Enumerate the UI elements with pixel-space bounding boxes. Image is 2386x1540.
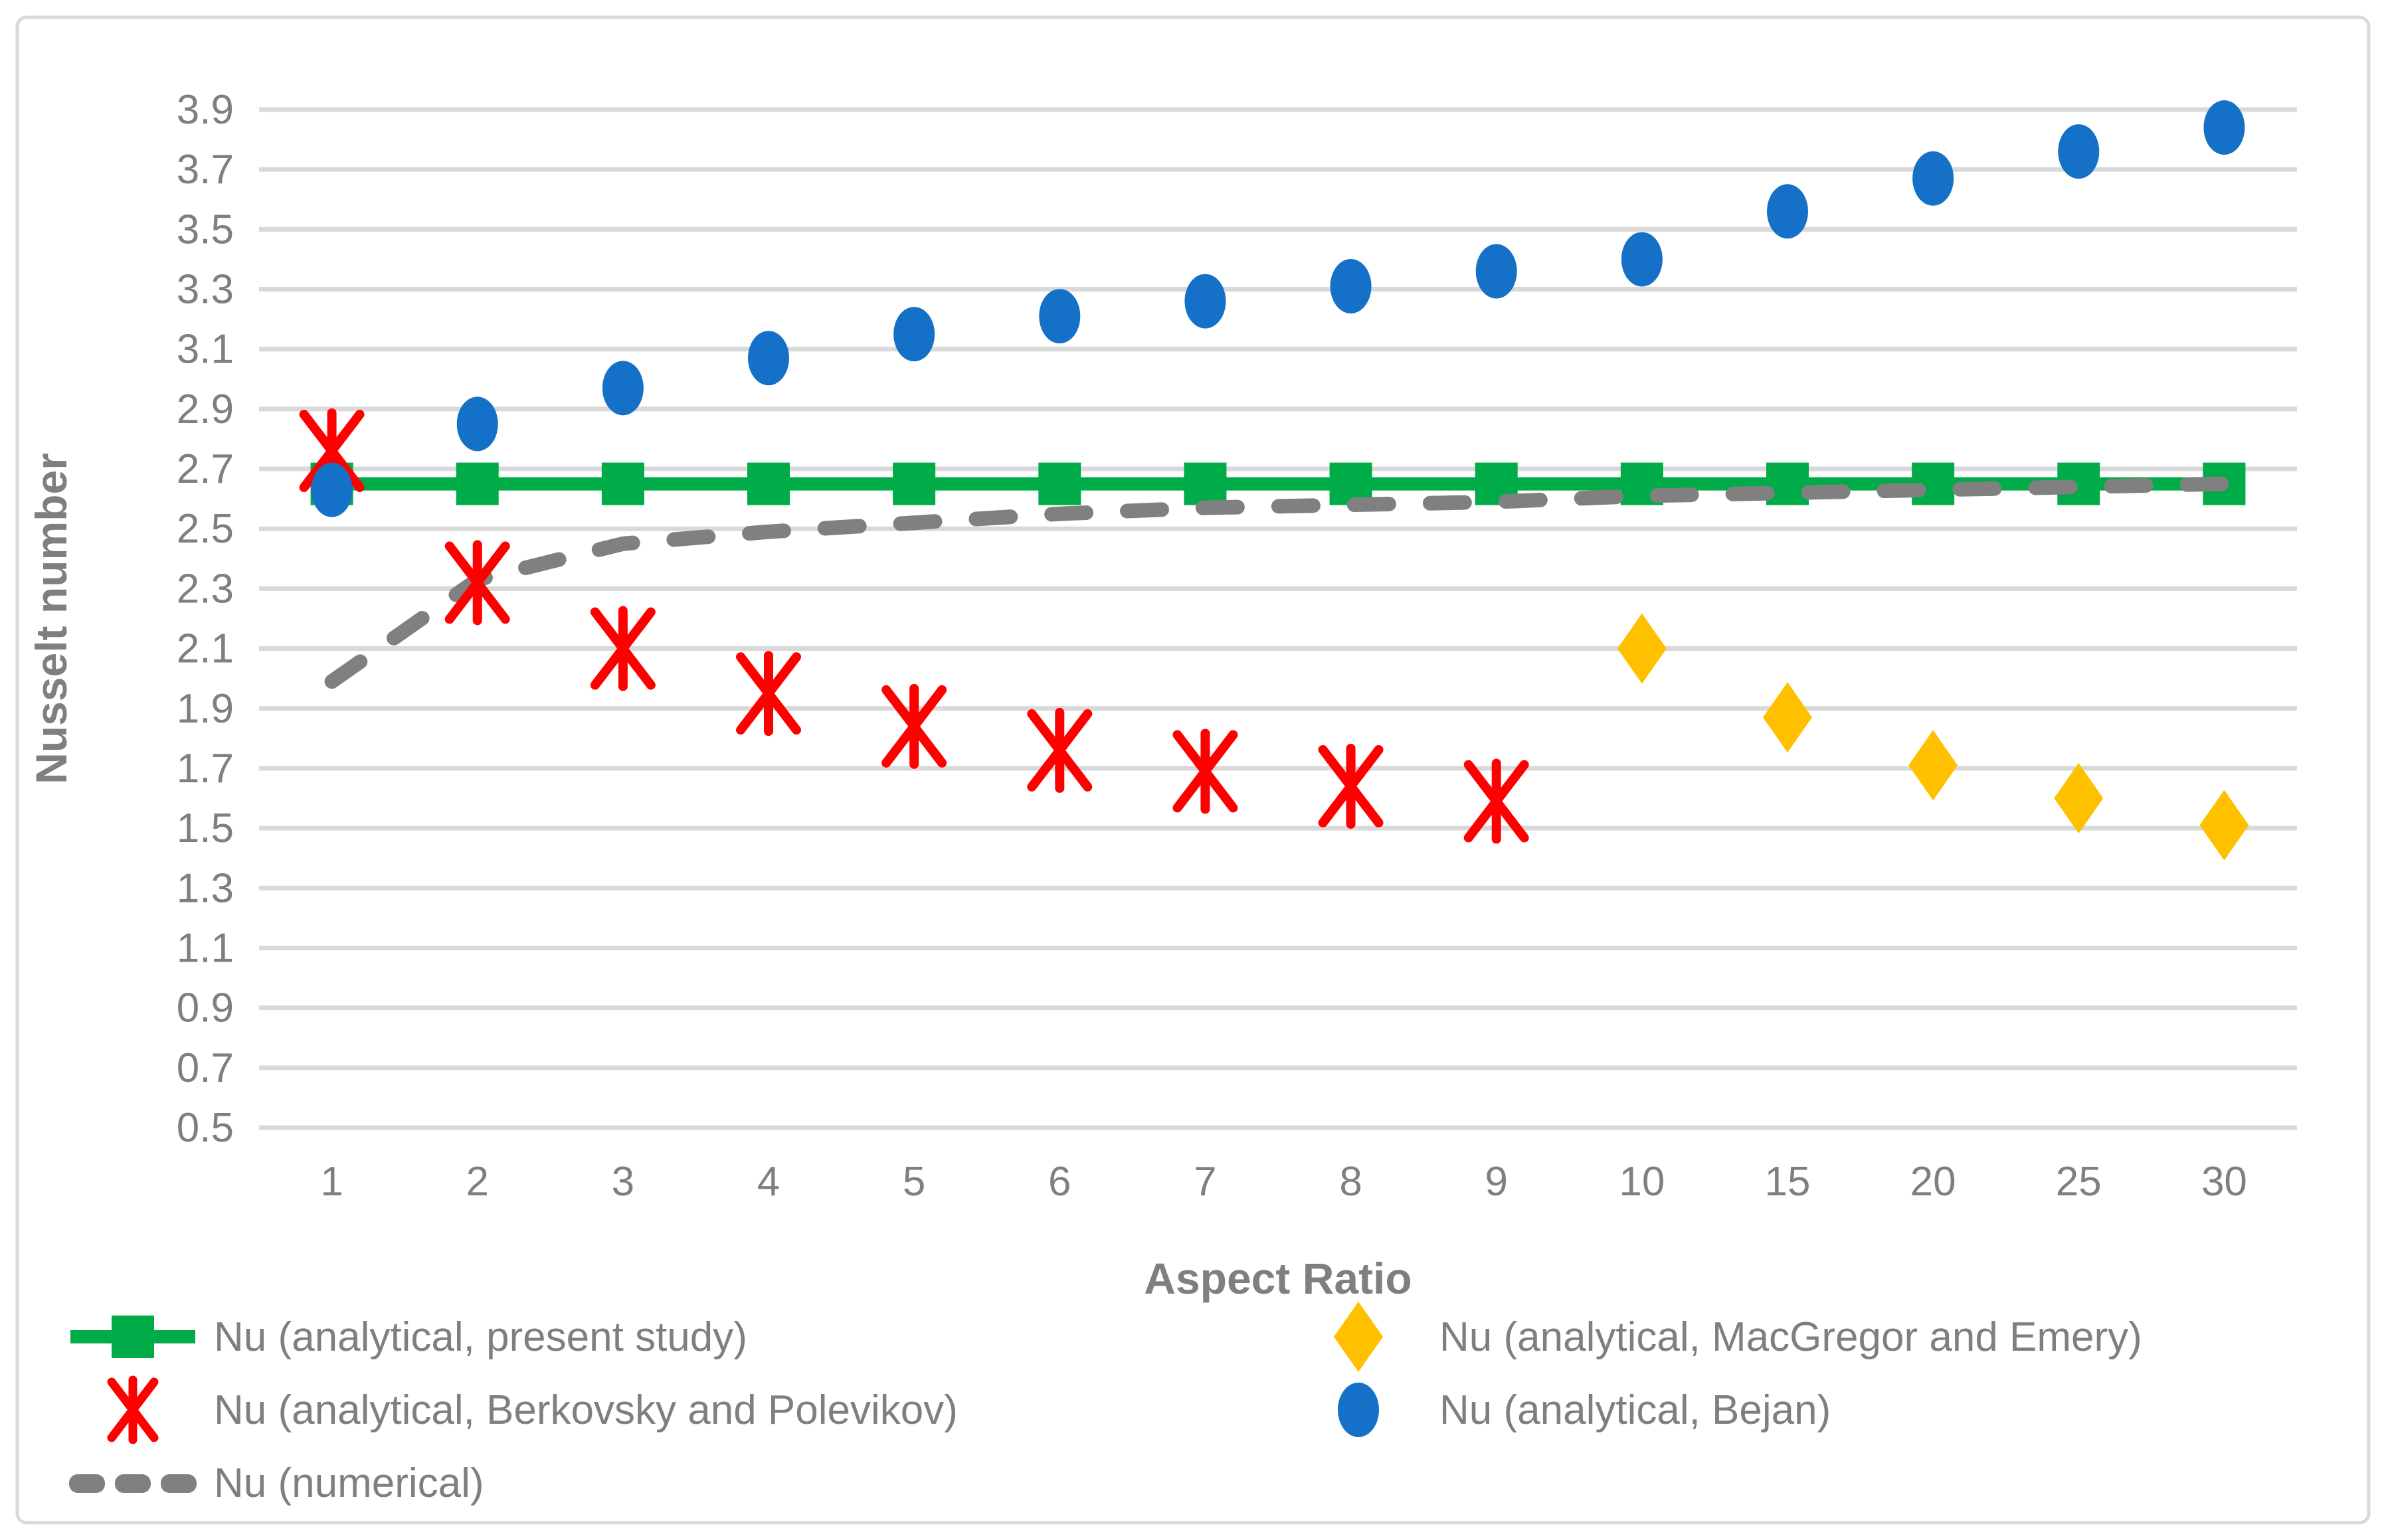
svg-text:3.5: 3.5 bbox=[177, 207, 234, 252]
legend-label: Nu (analytical, Bejan) bbox=[1439, 1387, 1831, 1433]
legend-label: Nu (analytical, MacGregor and Emery) bbox=[1439, 1314, 2142, 1360]
svg-text:0.5: 0.5 bbox=[177, 1105, 234, 1151]
x-star-marker-icon bbox=[66, 1373, 199, 1446]
legend-label: Nu (analytical, Berkovsky and Polevikov) bbox=[214, 1387, 958, 1433]
svg-text:2.5: 2.5 bbox=[177, 506, 234, 552]
y-axis-title: Nusselt number bbox=[27, 453, 76, 784]
series-numerical bbox=[324, 476, 2232, 689]
series-macgregor-emery bbox=[1617, 613, 2249, 861]
x-axis-title: Aspect Ratio bbox=[1144, 1254, 1412, 1303]
svg-text:1: 1 bbox=[320, 1159, 343, 1205]
svg-text:2: 2 bbox=[466, 1159, 488, 1205]
svg-text:4: 4 bbox=[757, 1159, 780, 1205]
svg-text:10: 10 bbox=[1619, 1159, 1665, 1205]
svg-text:7: 7 bbox=[1194, 1159, 1216, 1205]
chart-border bbox=[15, 15, 2371, 1525]
dashed-line-marker-icon bbox=[66, 1446, 199, 1519]
series-bejan bbox=[311, 100, 2245, 517]
svg-text:1.5: 1.5 bbox=[177, 806, 234, 851]
svg-text:0.7: 0.7 bbox=[177, 1045, 234, 1091]
svg-text:8: 8 bbox=[1339, 1159, 1362, 1205]
svg-text:30: 30 bbox=[2201, 1159, 2247, 1205]
series-berkovsky-polevikov bbox=[299, 408, 1529, 844]
svg-text:25: 25 bbox=[2056, 1159, 2102, 1205]
svg-text:6: 6 bbox=[1048, 1159, 1071, 1205]
svg-text:1.7: 1.7 bbox=[177, 746, 234, 792]
y-axis-tick-labels: 0.5 0.7 0.9 1.1 1.3 1.5 1.7 1.9 2.1 2.3 2.5 2.7 2.9 3… bbox=[177, 87, 234, 1151]
legend-item-present-study: Nu (analytical, present study) bbox=[66, 1300, 747, 1373]
svg-text:1.3: 1.3 bbox=[177, 865, 234, 911]
x-axis-tick-labels: 1 2 3 4 5 6 7 8 9 10 15 20 25 30 bbox=[320, 1159, 2247, 1205]
legend-label: Nu (analytical, present study) bbox=[214, 1314, 747, 1360]
svg-text:15: 15 bbox=[1765, 1159, 1811, 1205]
svg-text:2.1: 2.1 bbox=[177, 626, 234, 672]
svg-text:0.9: 0.9 bbox=[177, 985, 234, 1031]
svg-text:3.7: 3.7 bbox=[177, 147, 234, 193]
legend-item-numerical: Nu (numerical) bbox=[66, 1446, 484, 1519]
svg-text:3: 3 bbox=[612, 1159, 634, 1205]
svg-text:2.9: 2.9 bbox=[177, 386, 234, 432]
svg-text:3.3: 3.3 bbox=[177, 267, 234, 313]
svg-text:3.1: 3.1 bbox=[177, 327, 234, 373]
svg-text:20: 20 bbox=[1910, 1159, 1956, 1205]
svg-text:2.7: 2.7 bbox=[177, 446, 234, 492]
svg-text:1.9: 1.9 bbox=[177, 686, 234, 732]
diamond-marker-icon bbox=[1292, 1300, 1425, 1373]
circle-marker-icon bbox=[1292, 1373, 1425, 1446]
svg-text:3.9: 3.9 bbox=[177, 87, 234, 133]
line-square-marker-icon bbox=[66, 1300, 199, 1373]
svg-text:2.3: 2.3 bbox=[177, 566, 234, 612]
svg-text:5: 5 bbox=[903, 1159, 925, 1205]
legend-item-bejan: Nu (analytical, Bejan) bbox=[1292, 1373, 1831, 1446]
legend-item-berkovsky-polevikov: Nu (analytical, Berkovsky and Polevikov) bbox=[66, 1373, 958, 1446]
legend-item-macgregor-emery: Nu (analytical, MacGregor and Emery) bbox=[1292, 1300, 2142, 1373]
svg-text:9: 9 bbox=[1485, 1159, 1507, 1205]
legend-label: Nu (numerical) bbox=[214, 1460, 484, 1506]
svg-text:1.1: 1.1 bbox=[177, 925, 234, 971]
gridlines bbox=[259, 107, 2297, 1130]
